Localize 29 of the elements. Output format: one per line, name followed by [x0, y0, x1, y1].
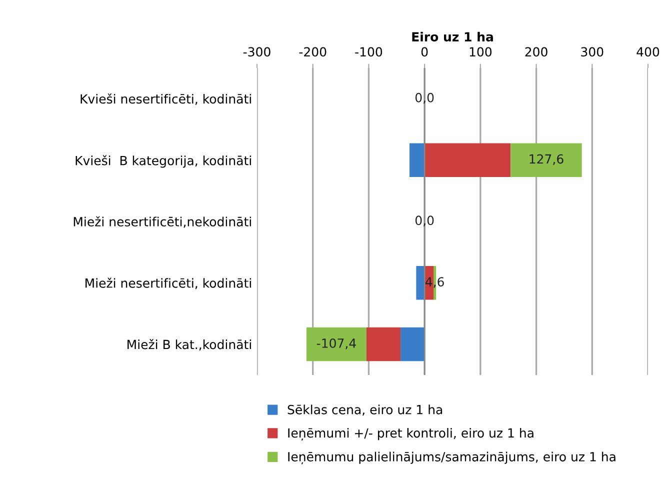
data-label: 4,6: [425, 277, 444, 288]
x-axis-title: Eiro uz 1 ha: [412, 32, 493, 42]
data-label: 127,6: [530, 154, 564, 165]
bar: [416, 266, 425, 300]
y-tick-label: Kvieši B kategorija, kodināti: [76, 155, 251, 168]
legend-label: Ieņēmumi +/- pret kontroli, eiro uz 1 ha: [288, 428, 534, 441]
x-tick-label: 100: [470, 47, 492, 57]
data-label: 0,0: [415, 216, 434, 226]
x-tick-label: -100: [355, 47, 382, 57]
legend-label: Sēklas cena, eiro uz 1 ha: [288, 404, 442, 416]
x-tick-label: 300: [581, 47, 604, 57]
data-label: 0,0: [415, 92, 434, 104]
x-tick-label: -200: [299, 47, 326, 57]
bar: [424, 143, 511, 177]
y-tick-label: Kvieši nesertificēti, kodināti: [80, 93, 251, 105]
bar: [366, 327, 401, 362]
y-tick-label: Mieži nesertificēti, kodināti: [86, 278, 251, 290]
bar: [306, 327, 366, 362]
x-tick-label: -300: [243, 47, 270, 57]
y-tick-label: Mieži nesertificēti,nekodināti: [74, 216, 251, 228]
x-tick-label: 400: [636, 47, 660, 57]
bar: [409, 143, 425, 177]
y-tick-label: Mieži B kat.,kodināti: [128, 339, 251, 350]
bar: [510, 143, 582, 177]
bar: [400, 327, 425, 362]
data-label: -107,4: [316, 338, 356, 350]
x-tick-label: 200: [525, 47, 548, 57]
x-tick-label: 0: [421, 47, 428, 57]
legend-label: Ieņēmumu palielinājums/samazinājums, eiro uz 1 ha: [288, 452, 616, 464]
